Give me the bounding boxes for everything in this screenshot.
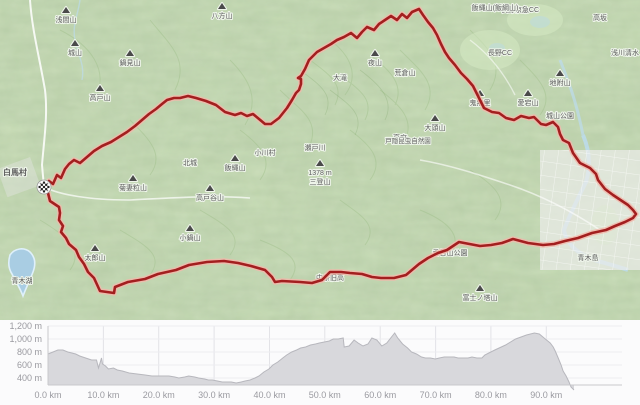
svg-text:70.0 km: 70.0 km bbox=[420, 390, 452, 400]
svg-text:80.0 km: 80.0 km bbox=[475, 390, 507, 400]
svg-text:20.0 km: 20.0 km bbox=[143, 390, 175, 400]
svg-text:50.0 km: 50.0 km bbox=[309, 390, 341, 400]
svg-text:0.0 km: 0.0 km bbox=[34, 390, 61, 400]
svg-text:400 m: 400 m bbox=[17, 373, 42, 383]
svg-text:40.0 km: 40.0 km bbox=[253, 390, 285, 400]
svg-text:800 m: 800 m bbox=[17, 347, 42, 357]
svg-text:1,200 m: 1,200 m bbox=[9, 321, 42, 331]
svg-text:600 m: 600 m bbox=[17, 360, 42, 370]
svg-text:1,000 m: 1,000 m bbox=[9, 334, 42, 344]
svg-text:30.0 km: 30.0 km bbox=[198, 390, 230, 400]
svg-text:10.0 km: 10.0 km bbox=[87, 390, 119, 400]
svg-text:60.0 km: 60.0 km bbox=[364, 390, 396, 400]
svg-text:90.0 km: 90.0 km bbox=[530, 390, 562, 400]
